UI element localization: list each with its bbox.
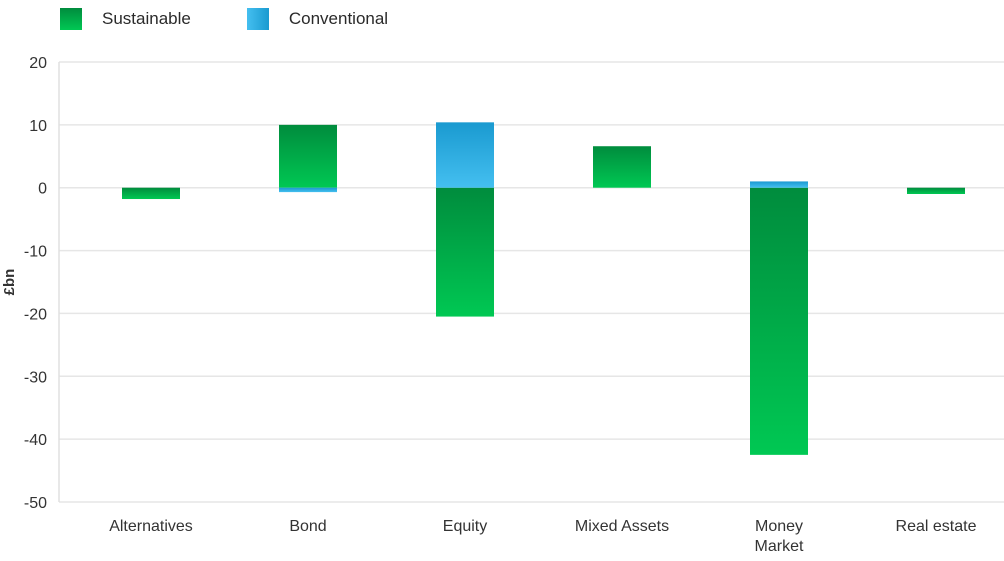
y-tick-label: 20 — [29, 55, 47, 72]
legend: Sustainable Conventional — [60, 8, 388, 30]
bar-sustainable-alternatives — [122, 187, 180, 200]
legend-swatch-sustainable — [60, 8, 82, 30]
y-tick-label: -20 — [24, 306, 47, 323]
x-tick-label: Mixed Assets — [575, 518, 669, 535]
x-tick-label-line: Alternatives — [109, 518, 193, 535]
x-tick-label-line: Equity — [443, 518, 487, 535]
legend-label-sustainable: Sustainable — [102, 9, 191, 28]
legend-label-conventional: Conventional — [288, 9, 389, 28]
x-tick-label: Alternatives — [109, 518, 193, 535]
bar-conventional-equity — [436, 122, 494, 188]
x-tick-label-line: Real estate — [896, 518, 977, 535]
bar-conventional-bond — [279, 187, 337, 193]
legend-item-conventional: Conventional — [246, 8, 389, 30]
bar-sustainable-money-market — [750, 187, 808, 455]
x-tick-label-line: Bond — [289, 518, 326, 535]
y-tick-label: -50 — [24, 495, 47, 512]
legend-swatch-conventional — [246, 8, 269, 30]
x-tick-label-line: Mixed Assets — [575, 518, 669, 535]
y-tick-label: 10 — [29, 118, 47, 135]
axes: 20 10 0 -10 -20 -30 -40 -50 £bn Alternatives Bond E… — [1, 55, 977, 555]
y-axis-title: £bn — [1, 269, 18, 296]
bar-sustainable-bond — [279, 124, 337, 188]
bar-conventional-money-market — [750, 181, 808, 188]
gridlines — [59, 61, 1004, 503]
bar-sustainable-mixed-assets — [593, 146, 651, 188]
x-tick-label: Money Market — [755, 518, 804, 555]
x-tick-label-line: Money — [755, 518, 803, 535]
y-tick-label: -30 — [24, 369, 47, 386]
x-tick-label: Real estate — [896, 518, 977, 535]
bar-sustainable-equity — [436, 187, 494, 317]
x-tick-label: Bond — [289, 518, 326, 535]
x-tick-label-line: Market — [755, 538, 804, 555]
bars — [122, 122, 965, 455]
y-tick-label: -10 — [24, 244, 47, 261]
x-tick-label: Equity — [443, 518, 487, 535]
y-tick-label: -40 — [24, 432, 47, 449]
y-tick-label: 0 — [38, 181, 47, 198]
bar-sustainable-real-estate — [907, 187, 965, 194]
legend-item-sustainable: Sustainable — [60, 8, 191, 30]
